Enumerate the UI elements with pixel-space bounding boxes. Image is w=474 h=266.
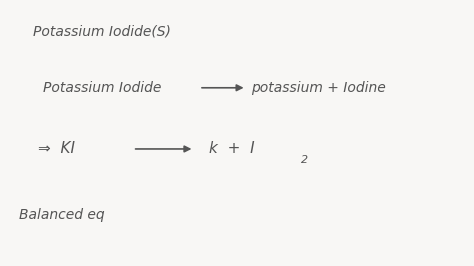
Text: Potassium Iodide(S): Potassium Iodide(S) bbox=[33, 25, 171, 39]
Text: Potassium Iodide: Potassium Iodide bbox=[43, 81, 161, 95]
Text: potassium + Iodine: potassium + Iodine bbox=[251, 81, 386, 95]
Text: ⇒  KI: ⇒ KI bbox=[38, 142, 75, 156]
Text: k  +  I: k + I bbox=[209, 142, 254, 156]
Text: Balanced eq: Balanced eq bbox=[19, 209, 105, 222]
Text: 2: 2 bbox=[301, 155, 308, 165]
